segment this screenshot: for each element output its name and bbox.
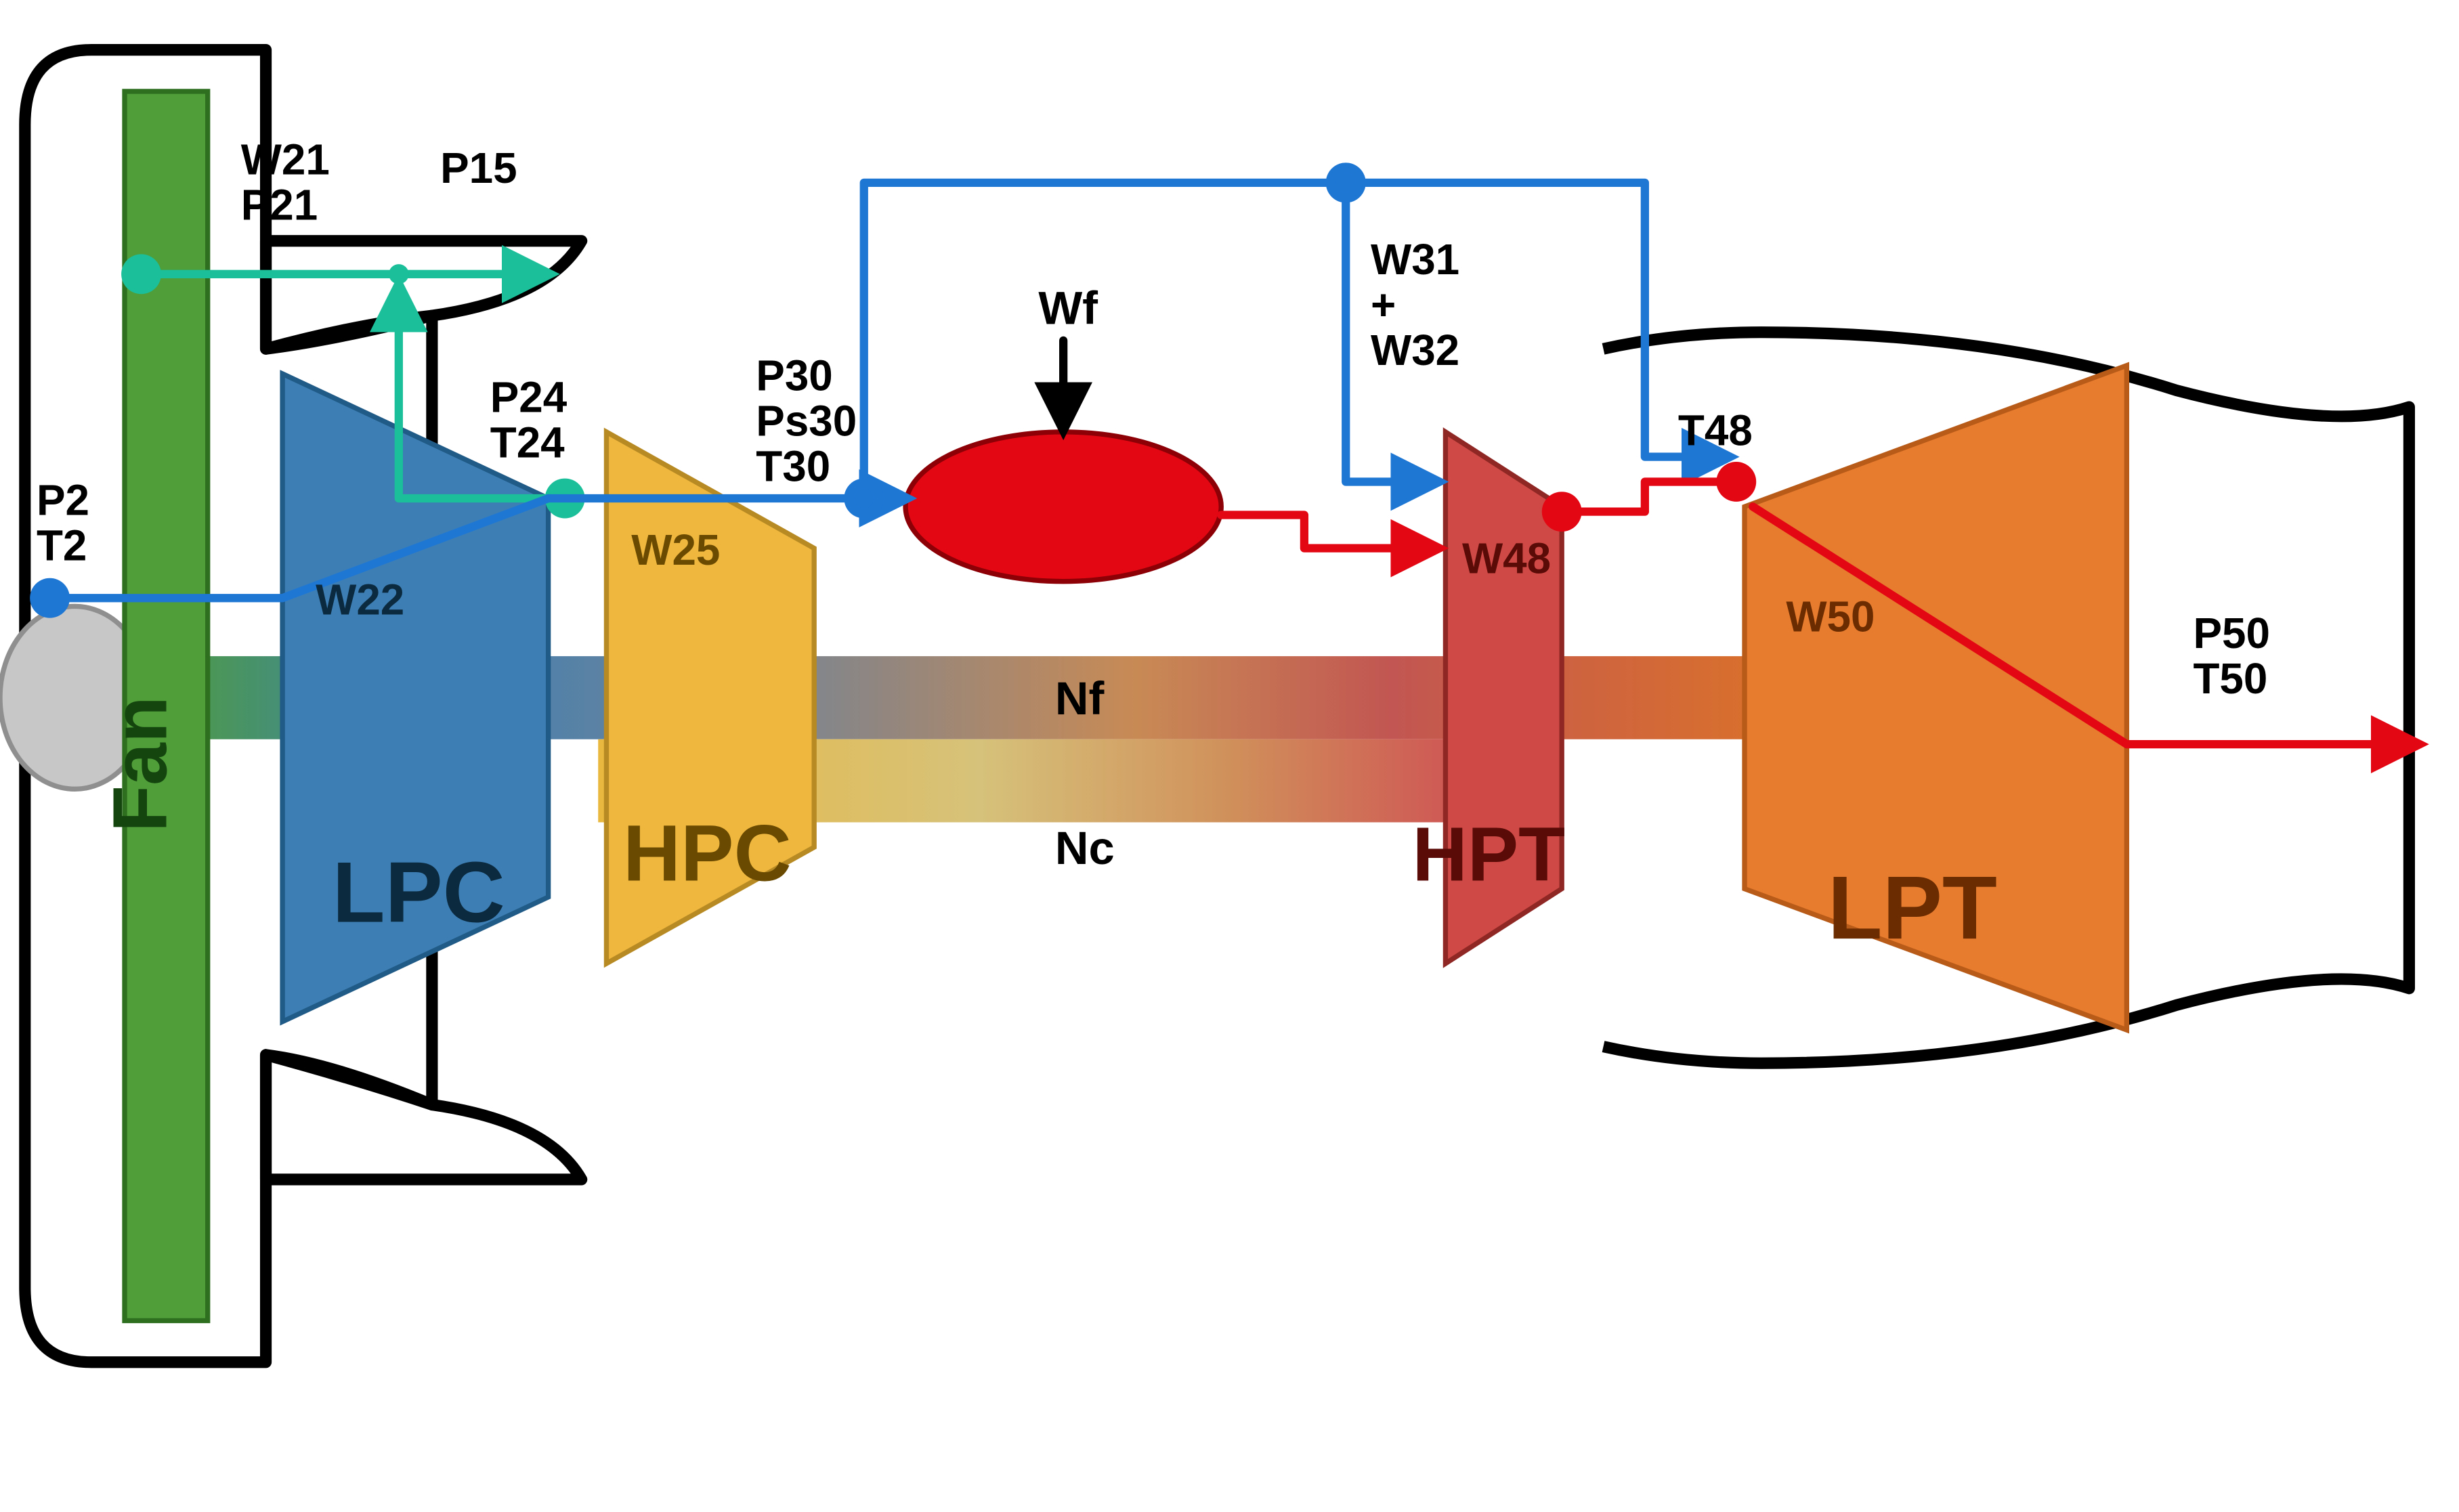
param-nf: Nf [1055,672,1105,725]
param-p2_t2: P2T2 [37,476,89,570]
flow-junction [389,264,408,284]
param-w22: W22 [316,576,404,624]
param-t48: T48 [1678,406,1753,455]
param-p30_ps30_t30: P30Ps30T30 [756,351,857,491]
param-w25: W25 [631,525,720,574]
flow-junction [854,488,874,508]
lpc-label: LPC [333,845,505,941]
param-w50: W50 [1786,592,1875,641]
param-p24_t24: P24T24 [490,372,568,467]
flow-junction [1336,173,1356,192]
turbofan-engine-diagram: Fan LPC HPC HPT LPT W21P21 P15 P2T2 W22 P24T… [0,0,2459,1512]
param-p50_t50: P50T50 [2193,609,2269,703]
flow-bleed-to-lpt [1346,183,1728,457]
param-w21_p21: W21P21 [241,135,330,230]
fan-label: Fan [97,696,182,832]
hpt-label: HPT [1412,811,1565,897]
combustor-component [905,432,1221,582]
param-w48: W48 [1462,534,1551,582]
param-p15: P15 [440,144,517,192]
param-nc: Nc [1055,822,1115,874]
lpt-label: LPT [1828,858,1997,958]
param-wf: Wf [1038,282,1098,334]
flow-hot-combustor-hpt [1221,515,1437,548]
param-w31_w32: W31+W32 [1371,235,1459,374]
hpc-label: HPC [623,808,792,897]
flow-hot-hpt-lpt [1562,481,1736,511]
